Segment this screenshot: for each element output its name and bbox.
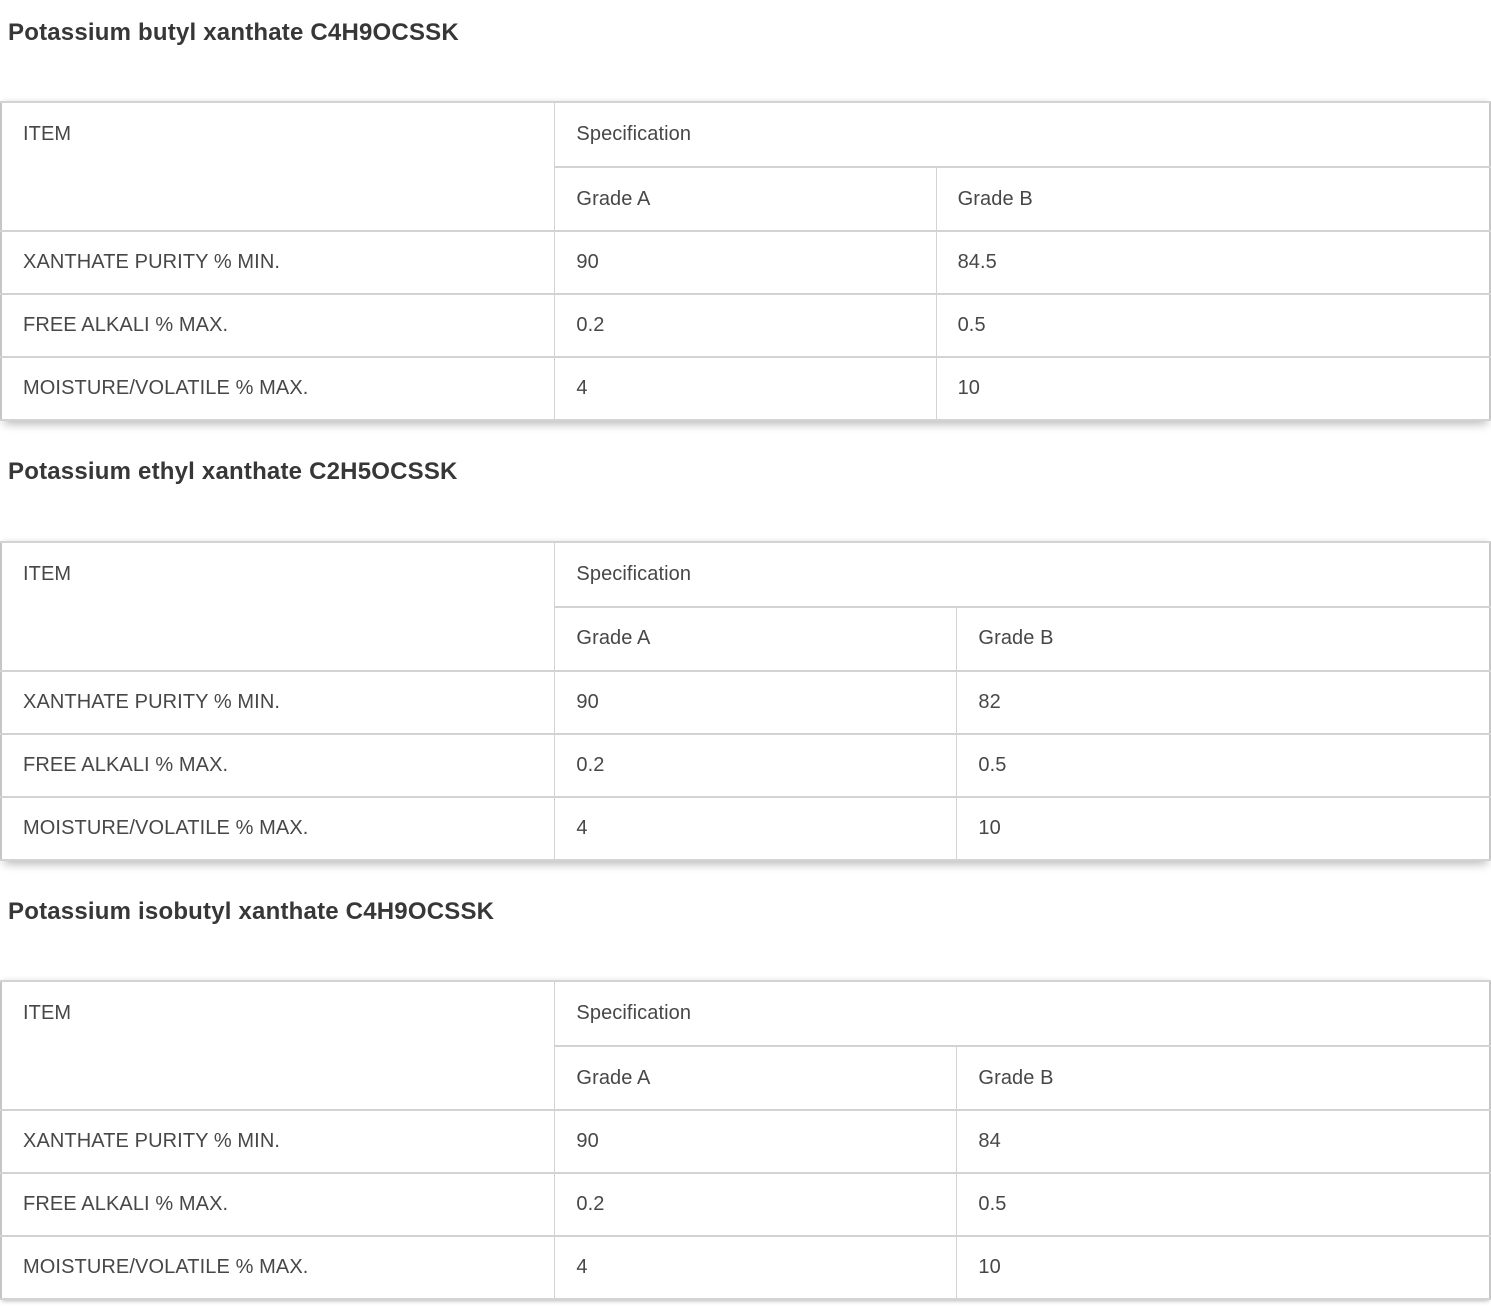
section-butyl-xanthate: Potassium butyl xanthate C4H9OCSSK ITEM … bbox=[0, 19, 1491, 422]
grade-a-header-cell: Grade A bbox=[554, 1045, 958, 1112]
grade-b-value-cell: 10 bbox=[956, 1235, 1491, 1301]
grade-a-value-cell: 90 bbox=[554, 230, 937, 296]
table-row: MOISTURE/VOLATILE % MAX. 4 10 bbox=[0, 795, 1491, 861]
section-ethyl-xanthate: Potassium ethyl xanthate C2H5OCSSK ITEM … bbox=[0, 458, 1491, 861]
specification-header-cell: Specification bbox=[554, 540, 1491, 608]
grade-a-value-cell: 90 bbox=[554, 669, 958, 735]
page: Potassium butyl xanthate C4H9OCSSK ITEM … bbox=[0, 19, 1491, 1301]
grade-a-value-cell: 4 bbox=[554, 795, 958, 861]
item-header-cell: ITEM bbox=[0, 980, 556, 1112]
item-cell: XANTHATE PURITY % MIN. bbox=[0, 230, 556, 296]
section-isobutyl-xanthate: Potassium isobutyl xanthate C4H9OCSSK IT… bbox=[0, 897, 1491, 1301]
grade-b-header-cell: Grade B bbox=[935, 166, 1491, 233]
grade-a-header-cell: Grade A bbox=[554, 166, 937, 233]
item-cell: MOISTURE/VOLATILE % MAX. bbox=[0, 795, 556, 861]
specification-header-cell: Specification bbox=[554, 980, 1491, 1048]
item-header-cell: ITEM bbox=[0, 101, 556, 233]
section-title: Potassium butyl xanthate C4H9OCSSK bbox=[8, 19, 459, 46]
item-cell: FREE ALKALI % MAX. bbox=[0, 1172, 556, 1238]
table-header-row: ITEM Specification bbox=[0, 540, 1491, 672]
grade-a-value-cell: 4 bbox=[554, 356, 937, 422]
item-cell: FREE ALKALI % MAX. bbox=[0, 293, 556, 359]
section-title: Potassium ethyl xanthate C2H5OCSSK bbox=[8, 458, 458, 486]
table-row: MOISTURE/VOLATILE % MAX. 4 10 bbox=[0, 1235, 1491, 1301]
grade-b-value-cell: 10 bbox=[956, 795, 1491, 861]
table-row: XANTHATE PURITY % MIN. 90 84 bbox=[0, 1109, 1491, 1175]
table-row: FREE ALKALI % MAX. 0.2 0.5 bbox=[0, 1172, 1491, 1238]
table-row: MOISTURE/VOLATILE % MAX. 4 10 bbox=[0, 356, 1491, 422]
spec-table-ethyl: ITEM Specification Grade A Grade B XANTH… bbox=[0, 540, 1491, 861]
grade-b-header-cell: Grade B bbox=[956, 1045, 1491, 1112]
grade-a-value-cell: 0.2 bbox=[554, 293, 937, 359]
grade-header-row: Grade A Grade B bbox=[1, 605, 1491, 672]
item-cell: XANTHATE PURITY % MIN. bbox=[0, 669, 556, 735]
grade-b-value-cell: 10 bbox=[935, 356, 1491, 422]
table-row: XANTHATE PURITY % MIN. 90 82 bbox=[0, 669, 1491, 735]
grade-b-value-cell: 84.5 bbox=[935, 230, 1491, 296]
grade-a-value-cell: 90 bbox=[554, 1109, 958, 1175]
item-cell: XANTHATE PURITY % MIN. bbox=[0, 1109, 556, 1175]
grade-b-header-cell: Grade B bbox=[956, 605, 1491, 672]
grade-header-row: Grade A Grade B bbox=[1, 166, 1491, 233]
table-row: FREE ALKALI % MAX. 0.2 0.5 bbox=[0, 293, 1491, 359]
grade-b-value-cell: 82 bbox=[956, 669, 1491, 735]
table-header-row: ITEM Specification bbox=[0, 980, 1491, 1112]
grade-a-value-cell: 0.2 bbox=[554, 1172, 958, 1238]
item-header-cell: ITEM bbox=[0, 540, 556, 672]
item-cell: FREE ALKALI % MAX. bbox=[0, 732, 556, 798]
item-cell: MOISTURE/VOLATILE % MAX. bbox=[0, 356, 556, 422]
grade-b-value-cell: 84 bbox=[956, 1109, 1491, 1175]
spec-table-isobutyl: ITEM Specification Grade A Grade B XANTH… bbox=[0, 980, 1491, 1301]
grade-a-value-cell: 0.2 bbox=[554, 732, 958, 798]
item-cell: MOISTURE/VOLATILE % MAX. bbox=[0, 1235, 556, 1301]
grade-a-header-cell: Grade A bbox=[554, 605, 958, 672]
specification-header-cell: Specification bbox=[554, 101, 1491, 169]
table-row: XANTHATE PURITY % MIN. 90 84.5 bbox=[0, 230, 1491, 296]
grade-a-value-cell: 4 bbox=[554, 1235, 958, 1301]
grade-b-value-cell: 0.5 bbox=[956, 1172, 1491, 1238]
table-row: FREE ALKALI % MAX. 0.2 0.5 bbox=[0, 732, 1491, 798]
grade-b-value-cell: 0.5 bbox=[935, 293, 1491, 359]
table-header-row: ITEM Specification bbox=[0, 101, 1491, 233]
grade-header-row: Grade A Grade B bbox=[1, 1045, 1491, 1112]
grade-b-value-cell: 0.5 bbox=[956, 732, 1491, 798]
section-title: Potassium isobutyl xanthate C4H9OCSSK bbox=[8, 897, 495, 925]
spec-table-butyl: ITEM Specification Grade A Grade B XANTH… bbox=[0, 101, 1491, 422]
